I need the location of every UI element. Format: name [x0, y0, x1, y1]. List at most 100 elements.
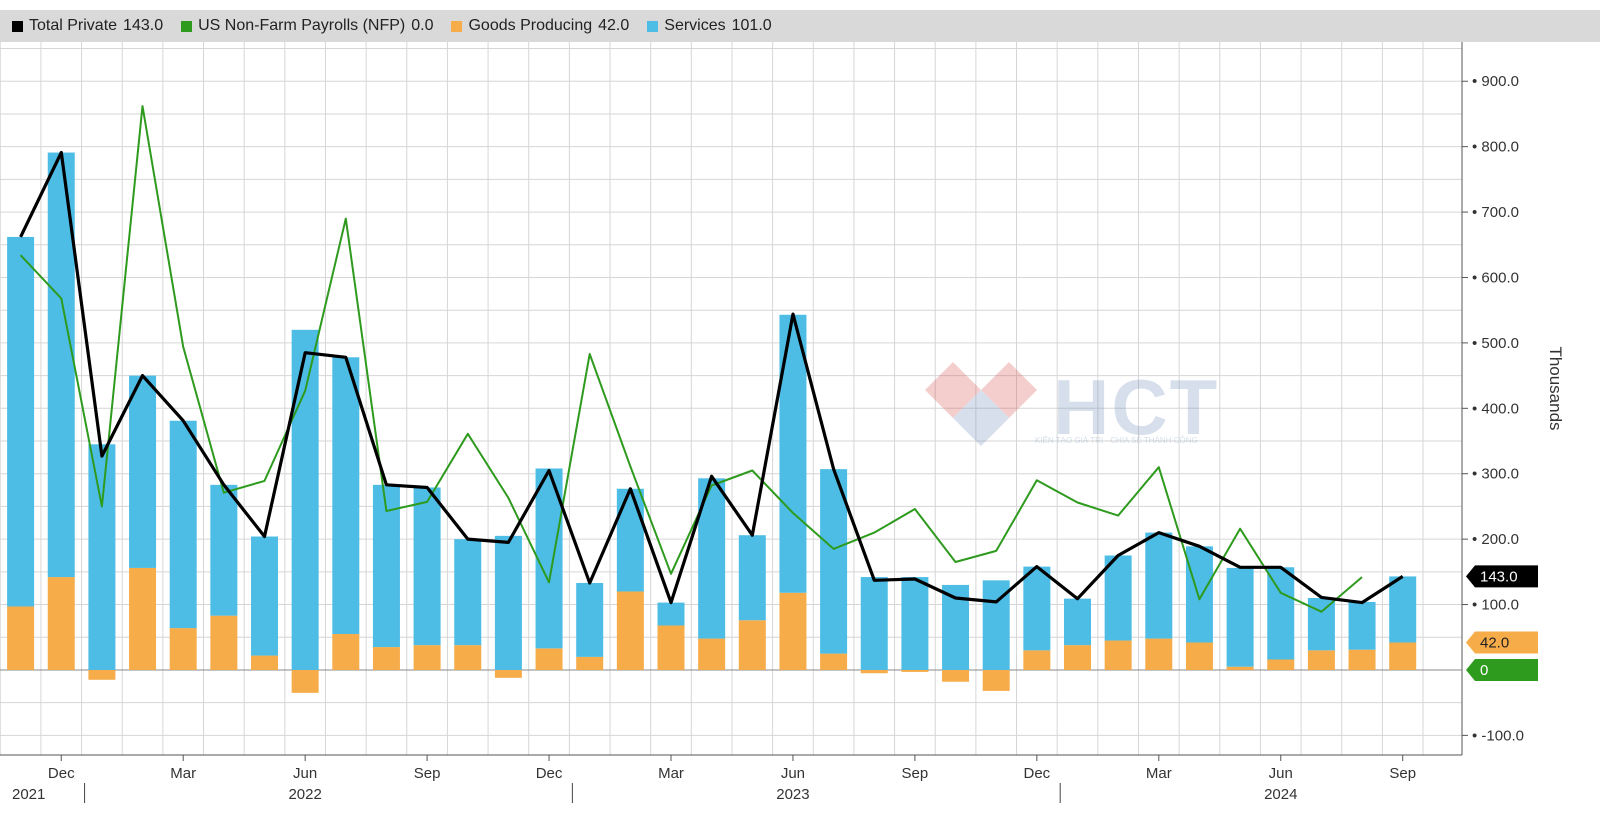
x-year-label: 2023 [776, 786, 809, 803]
bar-goods-producing [1389, 642, 1417, 670]
legend-item-nfp[interactable]: US Non-Farm Payrolls (NFP) 0.0 [181, 17, 433, 35]
x-tick-label: Dec [1024, 765, 1051, 782]
y-tick-label: • 900.0 [1472, 73, 1519, 90]
bar-services [1348, 601, 1376, 650]
end-value-label: 143.0 [1480, 568, 1518, 585]
bar-services [332, 357, 360, 634]
bar-goods-producing [1307, 650, 1335, 670]
y-tick-label: • 500.0 [1472, 335, 1519, 352]
y-tick-label: • 800.0 [1472, 139, 1519, 156]
x-year-label: 2022 [288, 786, 321, 803]
y-tick-label: • 100.0 [1472, 597, 1519, 614]
x-tick-label: Mar [658, 765, 684, 782]
bar-goods-producing [169, 628, 197, 670]
bar-services [1064, 598, 1091, 646]
bar-services [1104, 555, 1132, 641]
bar-goods-producing [1064, 645, 1091, 670]
bar-services [210, 484, 238, 616]
line-total-private [19, 150, 1404, 605]
bar-services [616, 488, 644, 592]
legend-value: 42.0 [598, 17, 630, 34]
bar-goods-producing [454, 645, 482, 670]
x-tick-label: Sep [414, 765, 441, 782]
bar-goods-producing [738, 620, 766, 670]
bar-goods-producing [1226, 666, 1254, 670]
bar-goods-producing [129, 567, 157, 670]
legend-value: 101.0 [731, 17, 772, 34]
bar-services [738, 535, 766, 621]
legend-bar: Total Private 143.0 US Non-Farm Payrolls… [0, 10, 1600, 42]
bar-goods-producing [413, 645, 441, 670]
legend-item-services[interactable]: Services 101.0 [647, 17, 772, 35]
bar-goods-producing [251, 655, 278, 670]
bar-goods-producing [860, 669, 888, 674]
bar-goods-producing [372, 647, 400, 670]
bar-services [1145, 532, 1173, 639]
bar-goods-producing [291, 669, 319, 693]
x-tick-label: Jun [1269, 765, 1293, 782]
bar-services [1307, 598, 1335, 651]
legend-swatch-goods-producing [451, 20, 463, 32]
diamond-logo-icon [925, 362, 1037, 446]
bar-goods-producing [657, 625, 685, 670]
x-tick-label: Mar [170, 765, 196, 782]
bar-services [88, 444, 116, 670]
bar-services [1226, 567, 1254, 667]
bar-services [779, 314, 807, 593]
x-tick-label: Dec [536, 765, 563, 782]
y-tick-label: • 600.0 [1472, 269, 1519, 286]
y-axis-title: Thousands [1546, 346, 1565, 430]
bar-services [1185, 546, 1213, 643]
y-tick-label: • 700.0 [1472, 204, 1519, 221]
bar-services [454, 539, 482, 646]
watermark-subtitle: KIẾN TẠO GIÁ TRỊ - CHIA SẺ THÀNH CÔNG [1035, 436, 1198, 445]
bar-services [1023, 566, 1051, 651]
bar-services [860, 577, 888, 670]
bar-goods-producing [535, 648, 563, 670]
x-tick-label: Sep [902, 765, 929, 782]
x-tick-label: Mar [1146, 765, 1172, 782]
bar-goods-producing [47, 577, 75, 670]
watermark-logo: HCT KIẾN TẠO GIÁ TRỊ - CHIA SẺ THÀNH CÔN… [925, 362, 1235, 452]
bar-services [1389, 576, 1417, 643]
bar-goods-producing [7, 606, 35, 670]
legend-swatch-total-private [12, 20, 23, 32]
bar-goods-producing [210, 615, 238, 670]
bar-goods-producing [698, 638, 726, 670]
legend-value: 0.0 [411, 17, 434, 34]
legend-item-goods-producing[interactable]: Goods Producing 42.0 [451, 17, 629, 35]
x-tick-label: Jun [293, 765, 317, 782]
bar-goods-producing [1185, 642, 1213, 670]
x-tick-label: Dec [48, 765, 75, 782]
bar-services [901, 577, 929, 670]
legend-item-total-private[interactable]: Total Private 143.0 [12, 17, 163, 35]
bar-goods-producing [494, 669, 522, 678]
chart-plot: • -100.0 • 100.0 • 200.0 • 300.0 • 400.0 • 50… [0, 42, 1565, 803]
bar-goods-producing [1348, 649, 1376, 670]
legend-swatch-services [647, 20, 659, 32]
legend-label: Total Private [29, 17, 118, 34]
end-value-tag [1466, 658, 1538, 681]
end-value-label: 0 [1480, 662, 1488, 679]
bar-services [7, 236, 35, 607]
x-year-label: 2024 [1264, 786, 1297, 803]
x-tick-label: Sep [1389, 765, 1416, 782]
bar-services [291, 329, 319, 670]
legend-value: 143.0 [123, 17, 164, 34]
bar-goods-producing [942, 669, 970, 682]
end-value-tag [1466, 631, 1538, 654]
y-tick-label: • 300.0 [1472, 466, 1519, 483]
line-nfp [19, 105, 1363, 613]
bar-goods-producing [332, 633, 360, 670]
end-value-tag [1466, 565, 1538, 588]
bar-goods-producing [88, 669, 116, 680]
bar-services [1267, 567, 1295, 660]
bar-services [576, 582, 604, 657]
x-year-label: 2021 [12, 786, 45, 803]
bar-services [413, 487, 441, 646]
bar-goods-producing [1104, 640, 1132, 670]
legend-label: Goods Producing [468, 17, 593, 34]
bar-services [657, 602, 685, 626]
bar-goods-producing [982, 669, 1010, 691]
legend-swatch-nfp [181, 20, 193, 32]
